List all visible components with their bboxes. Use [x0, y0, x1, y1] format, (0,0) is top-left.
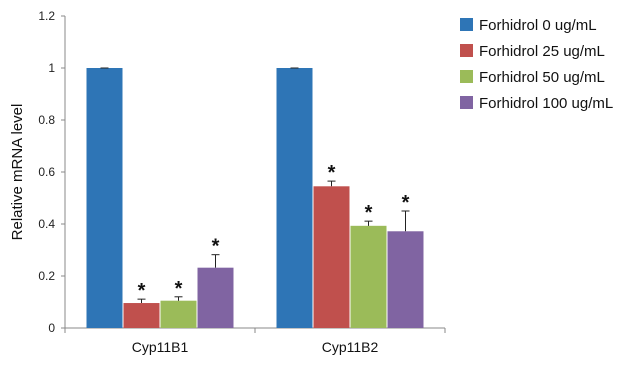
y-tick-label: 1 — [48, 61, 55, 75]
significance-star: * — [138, 280, 146, 302]
y-tick-label: 0.2 — [38, 269, 55, 283]
bar — [387, 231, 424, 328]
legend-swatch — [460, 44, 473, 57]
significance-star: * — [212, 236, 220, 258]
bar — [313, 186, 350, 328]
bar — [350, 225, 387, 328]
bar — [160, 300, 197, 328]
y-tick-label: 1.2 — [38, 9, 55, 23]
legend-label: Forhidrol 25 ug/mL — [479, 43, 605, 60]
significance-star: * — [175, 278, 183, 300]
bar — [276, 68, 313, 328]
bar — [197, 267, 234, 328]
y-tick-label: 0 — [48, 321, 55, 335]
bar — [86, 68, 123, 328]
bars — [86, 68, 424, 328]
y-tick-label: 0.4 — [38, 217, 55, 231]
legend-label: Forhidrol 0 ug/mL — [479, 17, 597, 34]
x-category-label: Cyp11B2 — [322, 339, 379, 355]
legend-swatch — [460, 70, 473, 83]
legend-label: Forhidrol 100 ug/mL — [479, 95, 613, 112]
significance-markers: * * * * * * — [138, 162, 410, 302]
legend: Forhidrol 0 ug/mL Forhidrol 25 ug/mL Forhi… — [460, 17, 613, 112]
significance-star: * — [402, 192, 410, 214]
bar — [123, 303, 160, 328]
significance-star: * — [365, 202, 373, 224]
x-ticks: Cyp11B1 Cyp11B2 — [64, 328, 446, 355]
y-tick-label: 0.6 — [38, 165, 55, 179]
y-ticks: 0 0.2 0.4 0.6 0.8 1 1.2 — [38, 9, 65, 335]
legend-swatch — [460, 18, 473, 31]
x-category-label: Cyp11B1 — [132, 339, 189, 355]
error-bars — [100, 67, 410, 304]
significance-star: * — [328, 162, 336, 184]
y-tick-label: 0.8 — [38, 113, 55, 127]
legend-swatch — [460, 96, 473, 109]
legend-label: Forhidrol 50 ug/mL — [479, 69, 605, 86]
y-axis-title: Relative mRNA level — [9, 104, 26, 241]
